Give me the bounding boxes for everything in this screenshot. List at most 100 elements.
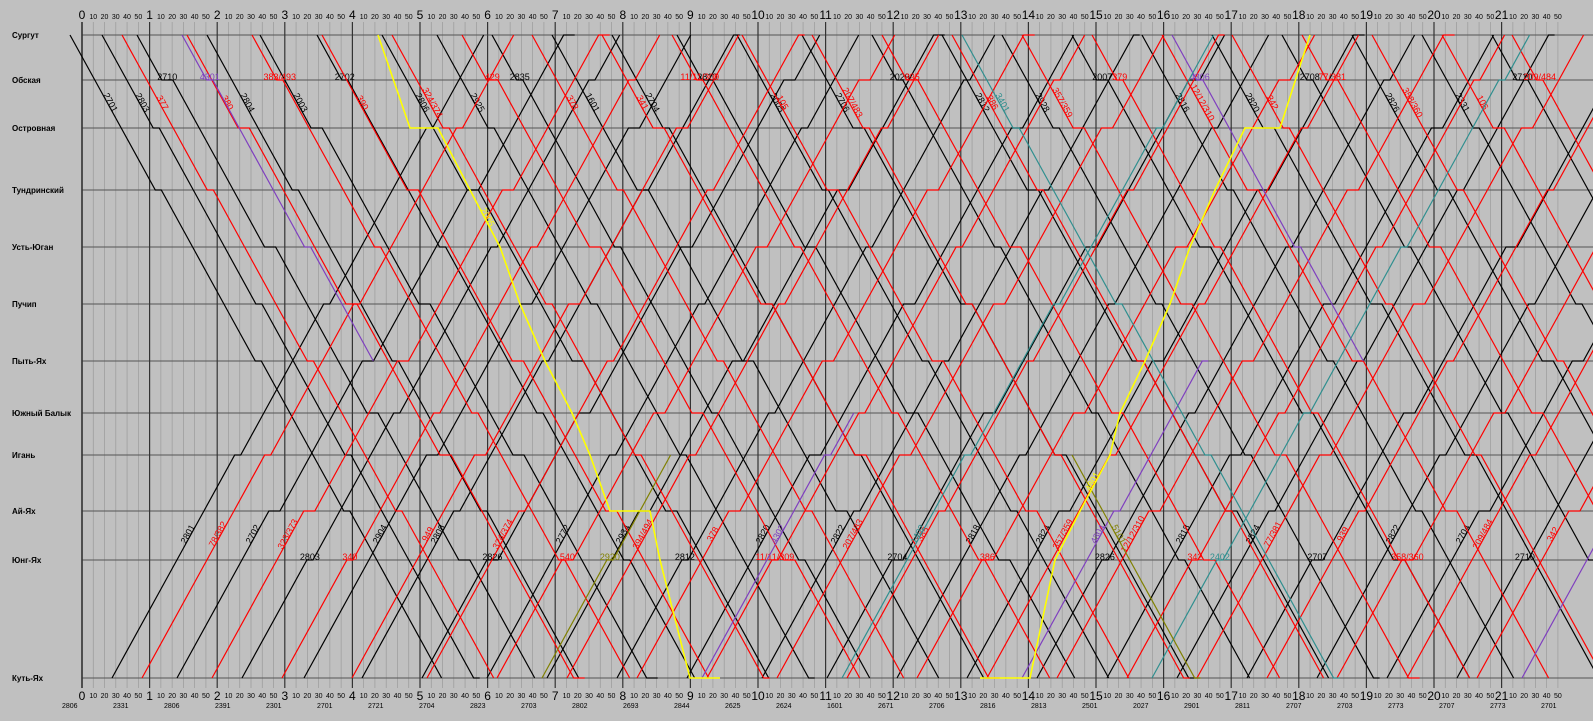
minute-label-bottom: 50 xyxy=(1216,693,1224,700)
minute-label-bottom: 40 xyxy=(1002,693,1010,700)
minute-label-bottom: 10 xyxy=(495,693,503,700)
hour-label-top: 9 xyxy=(687,8,694,22)
train-number-label: 2826 xyxy=(482,552,502,562)
minute-label-top: 50 xyxy=(1216,14,1224,21)
train-path xyxy=(361,34,740,679)
train-path xyxy=(491,34,871,679)
minute-label-bottom: 40 xyxy=(934,693,942,700)
minute-label-top: 40 xyxy=(1543,14,1551,21)
minute-label-top: 10 xyxy=(968,14,976,21)
minute-label-bottom: 10 xyxy=(968,693,976,700)
minute-label-top: 30 xyxy=(653,14,661,21)
train-path xyxy=(811,34,1190,679)
minute-label-bottom: 50 xyxy=(1284,693,1292,700)
minute-label-bottom: 40 xyxy=(1137,693,1145,700)
minute-label-bottom: 30 xyxy=(1261,693,1269,700)
train-number-label: 2710 xyxy=(157,72,177,82)
minute-label-top: 10 xyxy=(495,14,503,21)
hour-label-top: 2 xyxy=(214,8,221,22)
minute-label-bottom: 50 xyxy=(405,693,413,700)
minute-label-bottom: 30 xyxy=(247,693,255,700)
minute-label-top: 10 xyxy=(225,14,233,21)
train-number-label: 209/484 xyxy=(1523,72,1556,82)
bottom-train-label: 2806 xyxy=(62,703,78,710)
minute-label-top: 20 xyxy=(303,14,311,21)
bottom-train-label: 2703 xyxy=(1337,703,1353,710)
train-number-label: 358/360 xyxy=(1391,552,1424,562)
minute-label-top: 50 xyxy=(405,14,413,21)
train-number-label: 386 xyxy=(980,552,995,562)
train-path xyxy=(136,34,536,679)
train-path xyxy=(841,34,1215,679)
train-path xyxy=(186,34,585,679)
hour-label-top: 20 xyxy=(1427,8,1441,22)
train-path xyxy=(211,34,610,679)
minute-label-top: 30 xyxy=(1532,14,1540,21)
minute-label-bottom: 50 xyxy=(202,693,210,700)
minute-label-top: 20 xyxy=(1115,14,1123,21)
train-path xyxy=(951,34,1325,679)
minute-label-top: 10 xyxy=(698,14,706,21)
minute-label-top: 40 xyxy=(1137,14,1145,21)
minute-label-top: 20 xyxy=(1520,14,1528,21)
hour-label-bottom: 11 xyxy=(819,689,832,703)
train-number-label: 2710 xyxy=(1515,552,1535,562)
minute-label-bottom: 10 xyxy=(225,693,233,700)
minute-label-bottom: 20 xyxy=(1317,693,1325,700)
train-path xyxy=(601,34,1000,679)
minute-label-bottom: 10 xyxy=(360,693,368,700)
minute-label-top: 40 xyxy=(326,14,334,21)
train-path xyxy=(69,34,443,679)
minute-label-bottom: 20 xyxy=(641,693,649,700)
bottom-train-label: 2701 xyxy=(1541,703,1557,710)
bottom-train-label: 2813 xyxy=(1031,703,1047,710)
train-path xyxy=(1126,34,1506,679)
minute-label-top: 10 xyxy=(89,14,97,21)
top-time-axis: 0 10 20 30 40 50 1 10 20 30 40 50 2 10 20 30 40 50 3 10 20 30… xyxy=(79,8,1562,22)
station-label: Южный Балык xyxy=(12,409,72,418)
train-path xyxy=(1106,34,1495,679)
hour-label-top: 7 xyxy=(552,8,559,22)
station-label: Пыть-Ях xyxy=(12,357,47,366)
minute-label-bottom: 50 xyxy=(1486,693,1494,700)
minute-label-top: 20 xyxy=(1047,14,1055,21)
bottom-train-label: 2703 xyxy=(521,703,537,710)
minute-label-top: 20 xyxy=(439,14,447,21)
minute-label-top: 40 xyxy=(596,14,604,21)
minute-label-bottom: 10 xyxy=(698,693,706,700)
minute-label-bottom: 50 xyxy=(675,693,683,700)
train-number-label: 2835 xyxy=(510,72,530,82)
train-path xyxy=(121,34,495,679)
train-path xyxy=(206,34,580,679)
minute-label-top: 20 xyxy=(1317,14,1325,21)
minute-label-top: 20 xyxy=(912,14,920,21)
minute-label-top: 40 xyxy=(123,14,131,21)
minute-label-bottom: 10 xyxy=(1103,693,1111,700)
train-path xyxy=(871,34,1251,679)
minute-label-bottom: 10 xyxy=(1306,693,1314,700)
minute-label-bottom: 30 xyxy=(1194,693,1202,700)
train-number-label: 429 xyxy=(485,72,500,82)
minute-label-top: 30 xyxy=(112,14,120,21)
train-path xyxy=(1071,454,1201,679)
minute-label-bottom: 20 xyxy=(574,693,582,700)
minute-label-top: 20 xyxy=(506,14,514,21)
minute-label-bottom: 10 xyxy=(292,693,300,700)
train-path xyxy=(1521,547,1593,679)
minute-label-bottom: 40 xyxy=(529,693,537,700)
minute-label-top: 30 xyxy=(1058,14,1066,21)
train-path xyxy=(676,34,1076,679)
minute-label-top: 30 xyxy=(1261,14,1269,21)
train-path xyxy=(1171,34,1364,362)
station-label: Пучип xyxy=(12,300,37,309)
station-label: Тундринский xyxy=(12,186,64,195)
minute-label-bottom: 30 xyxy=(585,693,593,700)
train-path xyxy=(1456,440,1593,679)
station-label: Юнг-Ях xyxy=(12,556,42,565)
minute-label-bottom: 50 xyxy=(608,693,616,700)
train-path xyxy=(259,34,658,679)
minute-label-bottom: 40 xyxy=(596,693,604,700)
minute-label-bottom: 40 xyxy=(664,693,672,700)
train-path xyxy=(1476,485,1593,679)
